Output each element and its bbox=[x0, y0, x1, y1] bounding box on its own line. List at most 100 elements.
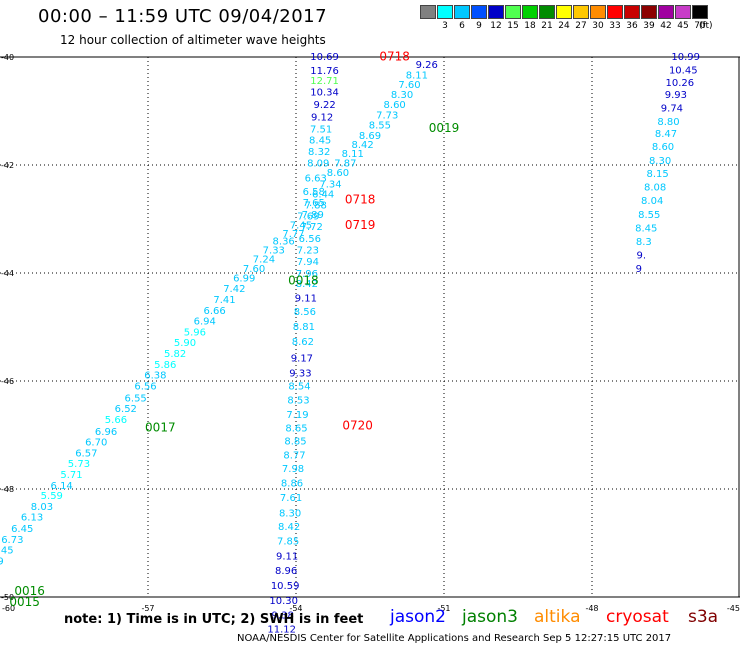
wave-height-label: 7.89 bbox=[302, 210, 324, 221]
color-scale-label: 18 bbox=[524, 21, 536, 31]
pass-time-label: 0718 bbox=[345, 193, 376, 207]
wave-height-label: 11.12 bbox=[267, 624, 296, 635]
wave-height-label: 5.71 bbox=[60, 470, 82, 481]
pass-time-label: 0015 bbox=[9, 595, 40, 609]
wave-height-label: 7.23 bbox=[297, 245, 319, 256]
wave-height-label: 7.60 bbox=[398, 80, 420, 91]
wave-height-label: 7.87 bbox=[334, 158, 356, 169]
wave-height-label: 7.65 bbox=[303, 198, 325, 209]
wave-height-label: 8.42 bbox=[296, 279, 318, 290]
wave-height-label: 8.32 bbox=[308, 147, 330, 158]
wave-height-label: 8.45 bbox=[309, 136, 331, 147]
color-swatch bbox=[590, 5, 606, 19]
wave-height-label: 10.45 bbox=[669, 66, 698, 77]
wave-height-label: 7.33 bbox=[263, 245, 285, 256]
x-tick-label: -54 bbox=[289, 604, 302, 613]
color-scale-unit: (ft) bbox=[699, 21, 713, 31]
wave-height-label: 5.90 bbox=[174, 338, 196, 349]
wave-height-label: 8.54 bbox=[288, 381, 310, 392]
wave-height-label: 6.70 bbox=[85, 438, 107, 449]
wave-height-label: 8.03 bbox=[31, 502, 53, 513]
wave-height-label: 6.94 bbox=[194, 317, 216, 328]
wave-height-label: 7.98 bbox=[282, 464, 304, 475]
y-tick-label: -42 bbox=[1, 161, 14, 170]
wave-height-label: 10.69 bbox=[310, 52, 339, 63]
wave-height-label: 10.34 bbox=[310, 88, 339, 99]
wave-height-label: 8.3 bbox=[636, 237, 652, 248]
wave-height-label: 6.45 bbox=[11, 524, 33, 535]
wave-height-label: 7.51 bbox=[310, 124, 332, 135]
wave-height-label: 5.66 bbox=[105, 415, 127, 426]
wave-height-label: 7.72 bbox=[301, 222, 323, 233]
page-subtitle: 12 hour collection of altimeter wave hei… bbox=[60, 33, 326, 47]
color-swatch bbox=[420, 5, 436, 19]
wave-height-label: 8.77 bbox=[283, 451, 305, 462]
pass-time-label: 0017 bbox=[145, 420, 176, 434]
credit-line: NOAA/NESDIS Center for Satellite Applica… bbox=[237, 633, 672, 644]
pass-time-label: 0719 bbox=[345, 218, 376, 232]
wave-height-label: 8.96 bbox=[275, 566, 297, 577]
wave-height-label: 7.24 bbox=[253, 255, 275, 266]
wave-height-label: 8.80 bbox=[657, 117, 679, 128]
wave-height-label: 10.59 bbox=[271, 581, 300, 592]
wave-height-label: 6.56 bbox=[134, 381, 156, 392]
wave-height-label: 5.73 bbox=[68, 459, 90, 470]
wave-height-label: 9.93 bbox=[665, 90, 687, 101]
wave-height-label: 7.60 bbox=[243, 264, 265, 275]
wave-height-label: 7.94 bbox=[297, 257, 319, 268]
color-swatch bbox=[556, 5, 572, 19]
wave-height-label: 8.47 bbox=[655, 129, 677, 140]
wave-height-label: 8.60 bbox=[384, 100, 406, 111]
color-swatch bbox=[505, 5, 521, 19]
wave-height-label: 5.96 bbox=[184, 327, 206, 338]
pass-time-label: 0019 bbox=[429, 121, 460, 135]
wave-height-label: 9.26 bbox=[416, 60, 438, 71]
color-scale-label: 15 bbox=[507, 21, 519, 31]
wave-height-label: 7.42 bbox=[223, 284, 245, 295]
wave-height-label: 6.58 bbox=[303, 187, 325, 198]
color-scale-label: 27 bbox=[575, 21, 587, 31]
wave-height-label: 8.53 bbox=[287, 395, 309, 406]
legend-entry: jason3 bbox=[462, 607, 518, 627]
color-scale-label: 42 bbox=[660, 21, 672, 31]
y-tick-label: -50 bbox=[1, 593, 14, 602]
color-swatch bbox=[692, 5, 708, 19]
legend-entry: jason2 bbox=[390, 607, 446, 627]
color-scale-label: 6 bbox=[459, 21, 465, 31]
wave-height-label: 9 bbox=[636, 264, 642, 275]
wave-height-label: 6.73 bbox=[1, 535, 23, 546]
wave-height-label: 8.30 bbox=[649, 156, 671, 167]
wave-height-label: 8.55 bbox=[369, 121, 391, 132]
wave-height-label: 7.45 bbox=[290, 220, 312, 231]
color-scale-label: 45 bbox=[677, 21, 689, 31]
wave-height-label: 9.17 bbox=[291, 353, 313, 364]
color-swatch bbox=[641, 5, 657, 19]
wave-height-label: 8.56 bbox=[294, 307, 316, 318]
x-tick-label: -57 bbox=[141, 604, 154, 613]
color-swatch bbox=[607, 5, 623, 19]
color-scale-label: 9 bbox=[476, 21, 482, 31]
color-scale-label: 36 bbox=[626, 21, 638, 31]
color-scale-label: 30 bbox=[592, 21, 604, 31]
wave-height-label: 6.56 bbox=[299, 234, 321, 245]
pass-time-label: 0018 bbox=[288, 274, 319, 288]
wave-height-label: 9.11 bbox=[295, 293, 317, 304]
wave-height-label: 9.22 bbox=[313, 100, 335, 111]
legend-entry: s3a bbox=[688, 607, 719, 627]
color-scale-label: 39 bbox=[643, 21, 655, 31]
color-swatch bbox=[471, 5, 487, 19]
wave-height-label: 8.42 bbox=[278, 522, 300, 533]
color-scale-label: 21 bbox=[541, 21, 553, 31]
wave-height-label: 9.33 bbox=[289, 368, 311, 379]
wave-height-label: 8.11 bbox=[406, 70, 428, 81]
wave-height-label: 9.11 bbox=[276, 552, 298, 563]
pass-time-label: 0016 bbox=[14, 584, 45, 598]
wave-height-label: 7.88 bbox=[305, 201, 327, 212]
wave-height-label: 8.30 bbox=[279, 508, 301, 519]
wave-height-label: 7.73 bbox=[376, 110, 398, 121]
color-swatch bbox=[539, 5, 555, 19]
wave-height-label: 10.30 bbox=[269, 596, 298, 607]
legend-entry: cryosat bbox=[606, 607, 669, 627]
wave-height-label: 8.55 bbox=[638, 210, 660, 221]
